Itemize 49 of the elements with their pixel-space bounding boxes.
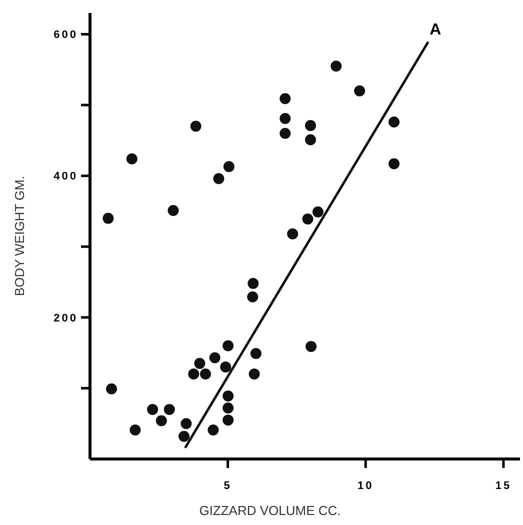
point <box>188 368 200 380</box>
point <box>208 424 219 436</box>
y-tick-label: 200 <box>54 312 78 324</box>
point <box>287 228 298 240</box>
point <box>106 383 117 394</box>
point <box>305 134 316 146</box>
point <box>223 161 234 172</box>
point <box>194 358 206 369</box>
point <box>222 414 234 426</box>
y-tick-label: 600 <box>54 29 78 42</box>
point <box>126 153 138 164</box>
point <box>180 418 192 430</box>
point <box>178 430 190 442</box>
point <box>302 214 314 225</box>
point <box>164 404 175 415</box>
point <box>130 424 141 436</box>
x-tick-label: 5 <box>224 480 232 492</box>
point <box>190 120 202 132</box>
point <box>354 85 366 96</box>
y-axis-title: BODY WEIGHT GM. <box>12 176 27 296</box>
point <box>213 173 224 184</box>
point <box>247 291 258 302</box>
point <box>156 415 167 426</box>
annotation: A <box>430 22 442 39</box>
point <box>220 361 232 372</box>
point <box>222 340 234 352</box>
point <box>147 404 158 415</box>
point <box>388 158 400 170</box>
point <box>248 368 260 380</box>
point <box>330 60 342 72</box>
point <box>222 390 234 402</box>
point <box>312 206 324 218</box>
x-tick-label: 10 <box>358 480 374 492</box>
point <box>209 352 220 364</box>
point <box>306 340 317 352</box>
point <box>280 128 291 139</box>
point <box>280 112 291 124</box>
point <box>280 93 291 104</box>
point <box>305 120 316 132</box>
point <box>102 212 114 224</box>
x-tick-label: 15 <box>495 480 512 492</box>
point <box>200 368 211 380</box>
point <box>168 205 179 216</box>
y-tick-label: 400 <box>54 170 78 183</box>
point <box>388 116 400 128</box>
point <box>222 402 234 414</box>
point <box>250 348 262 360</box>
x-axis-title: GIZZARD VOLUME CC. <box>199 503 341 518</box>
point <box>248 278 259 289</box>
